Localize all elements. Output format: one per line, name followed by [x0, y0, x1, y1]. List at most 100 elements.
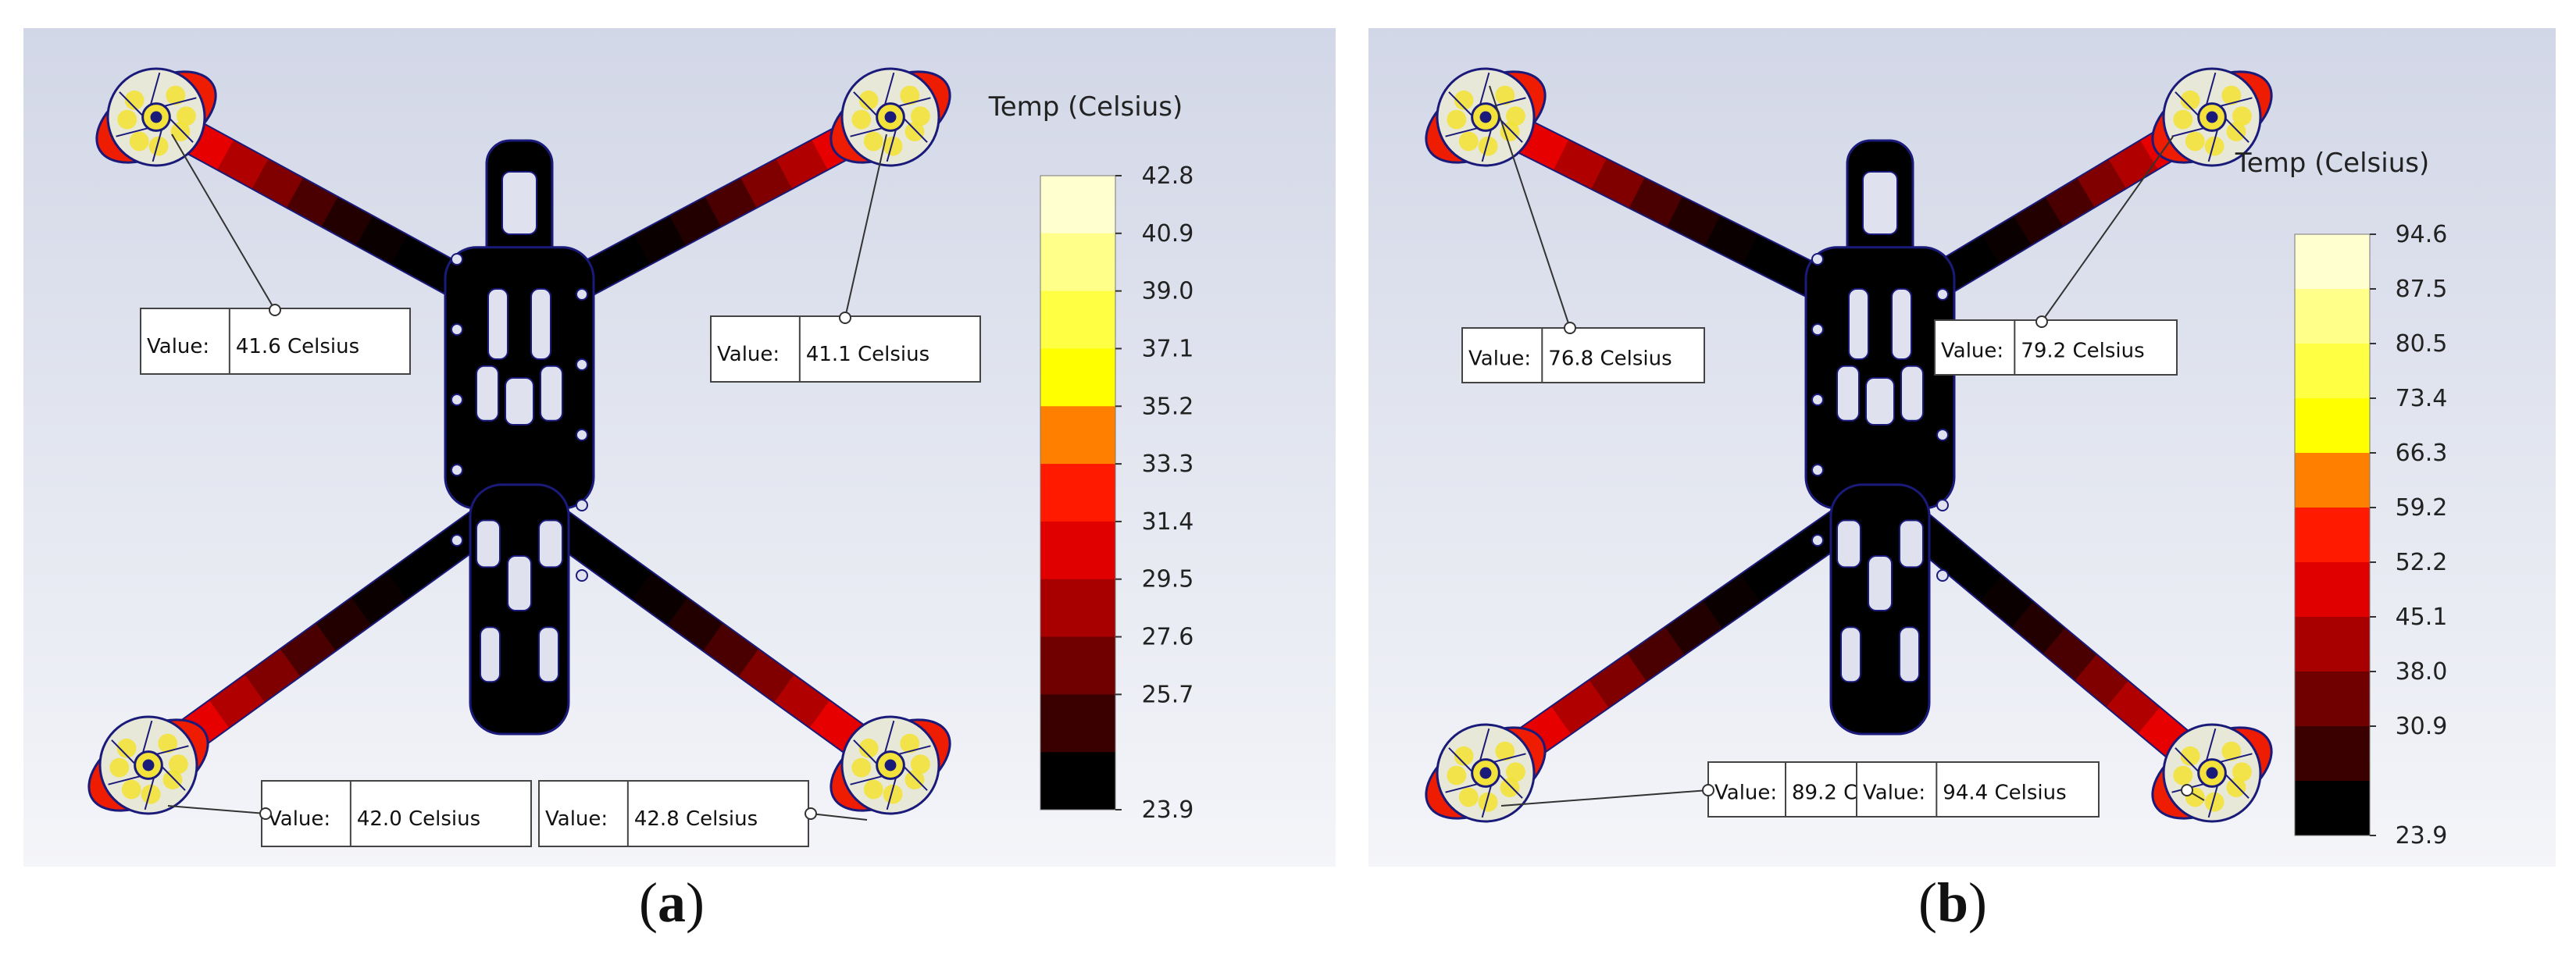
legend-tick-label: 38.0	[2396, 658, 2448, 686]
legend-tick-label: 25.7	[1142, 681, 1194, 708]
legend-band	[1040, 636, 1115, 695]
probe-label: Value:	[1863, 782, 1925, 805]
legend-tick-label: 80.5	[2396, 330, 2448, 358]
probe-point	[269, 304, 281, 316]
frame-body	[1804, 139, 1956, 736]
probe-callout: Value: 41.6 Celsius	[140, 134, 411, 375]
probe-callout: Value: 76.8 Celsius	[1461, 85, 1705, 383]
leader-line	[844, 134, 887, 319]
legend-band	[2295, 508, 2370, 563]
probe-box	[140, 308, 411, 375]
drone-frame-a	[87, 67, 951, 815]
leader-line	[171, 134, 276, 311]
leader-line	[2041, 136, 2174, 322]
probe-point	[839, 312, 851, 324]
probe-callout: Value: 79.2 Celsius	[1934, 136, 2178, 376]
legend-band	[2295, 453, 2370, 508]
legend-tick-label: 87.5	[2396, 276, 2448, 303]
legend-tick-label: 52.2	[2396, 549, 2448, 576]
motor-mount	[95, 67, 217, 167]
probe-callout: Value: 41.1 Celsius	[710, 134, 981, 383]
probe-label: Value:	[1941, 340, 2003, 363]
legend-band	[1040, 752, 1115, 810]
legend-tick-label: 94.6	[2396, 221, 2448, 248]
leader-line	[810, 813, 868, 821]
legend-tick-label: 33.3	[1142, 451, 1194, 478]
legend-title: Temp (Celsius)	[2235, 148, 2429, 179]
motor-mount	[2151, 67, 2273, 167]
legend-band	[2295, 726, 2370, 782]
probe-point	[2181, 784, 2193, 796]
legend-band	[2295, 289, 2370, 344]
probe-callout: Value: 42.8 Celsius	[538, 780, 868, 847]
probe-callouts-a: Value: 41.6 Celsius Value: 41.1 CelsiusValu…	[140, 134, 981, 847]
legend-tick-label: 66.3	[2396, 440, 2448, 467]
probe-point	[2035, 315, 2048, 328]
legend-tick-label: 30.9	[2396, 713, 2448, 740]
legend-tick-label: 23.9	[2396, 822, 2448, 850]
probe-label: Value:	[717, 343, 780, 366]
panel-a: Value: 41.6 Celsius Value: 41.1 Celsius Valu…	[23, 0, 1336, 867]
legend-band	[1040, 348, 1115, 407]
probe-value: 41.1 Celsius	[806, 343, 929, 366]
probe-value: 42.8 Celsius	[634, 807, 758, 831]
legend-tick-label: 35.2	[1142, 393, 1194, 420]
legend-frame	[1040, 175, 1116, 810]
probe-box	[1934, 319, 2178, 376]
legend-tick-label: 39.0	[1142, 278, 1194, 305]
legend-band	[1040, 579, 1115, 638]
legend-band	[2295, 617, 2370, 672]
caption-a: (a)	[639, 871, 705, 934]
thermal-plot-a: Value: 41.6 Celsius Value: 41.1 CelsiusValu…	[23, 28, 1336, 867]
motor-mount	[87, 715, 209, 815]
legend-band	[2295, 234, 2370, 290]
probe-label: Value:	[1468, 347, 1531, 371]
legend-band	[2295, 398, 2370, 454]
panel-b: Value: 76.8 Celsius Value: 79.2 Celsius Valu…	[1368, 0, 2556, 867]
probe-callouts-b: Value: 76.8 Celsius Value: 79.2 CelsiusValu…	[1461, 85, 2205, 818]
legend-tick-label: 29.5	[1142, 566, 1194, 593]
legend-band	[1040, 521, 1115, 580]
probe-callout: Value: 42.0 Celsius	[167, 780, 532, 847]
legend-band	[1040, 233, 1115, 292]
probe-label: Value:	[1714, 782, 1777, 805]
leader-line	[1489, 85, 1571, 329]
temperature-legend-b: Temp (Celsius) 94.6 87.5 80.5 73.4 66.3 59.2 52…	[2235, 148, 2448, 850]
legend-title: Temp (Celsius)	[988, 91, 1183, 123]
frame-body	[444, 139, 595, 736]
drone-frame-b	[1425, 67, 2273, 823]
probe-box	[1461, 327, 1705, 383]
motor-mount	[830, 715, 951, 815]
probe-point	[805, 807, 817, 820]
legend-tick-label: 73.4	[2396, 385, 2448, 412]
probe-value: 42.0 Celsius	[357, 807, 480, 831]
legend-tick-label: 23.9	[1142, 796, 1194, 824]
probe-point	[1564, 322, 1576, 334]
motor-mount	[1425, 67, 1547, 167]
leader-line	[167, 805, 266, 814]
probe-point	[259, 807, 272, 820]
probe-box	[261, 780, 532, 847]
motor-mount	[1425, 723, 1547, 823]
probe-label: Value:	[147, 335, 209, 358]
probe-box	[1856, 761, 2100, 818]
legend-tick-label: 27.6	[1142, 624, 1194, 651]
legend-tick-label: 45.1	[2396, 604, 2448, 631]
legend-band	[1040, 290, 1115, 349]
probe-value: 94.4 Celsius	[1943, 782, 2066, 805]
probe-point	[1702, 784, 1714, 796]
temperature-legend-a: Temp (Celsius) 42.8 40.9 39.0 37.1 35.2 33.3 31…	[988, 91, 1194, 824]
caption-b: (b)	[1918, 871, 1987, 934]
legend-tick-label: 59.2	[2396, 494, 2448, 522]
legend-tick-label: 37.1	[1142, 335, 1194, 362]
legend-band	[1040, 406, 1115, 465]
legend-band	[1040, 694, 1115, 753]
legend-band	[2295, 562, 2370, 618]
legend-band	[1040, 464, 1115, 522]
legend-tick-label: 42.8	[1142, 162, 1194, 190]
thermal-plot-b: Value: 76.8 Celsius Value: 79.2 CelsiusValu…	[1368, 28, 2556, 867]
probe-callout: Value: 94.4 Celsius	[1856, 761, 2205, 818]
probe-label: Value:	[545, 807, 608, 831]
legend-band	[2295, 344, 2370, 399]
legend-band	[1040, 176, 1115, 234]
